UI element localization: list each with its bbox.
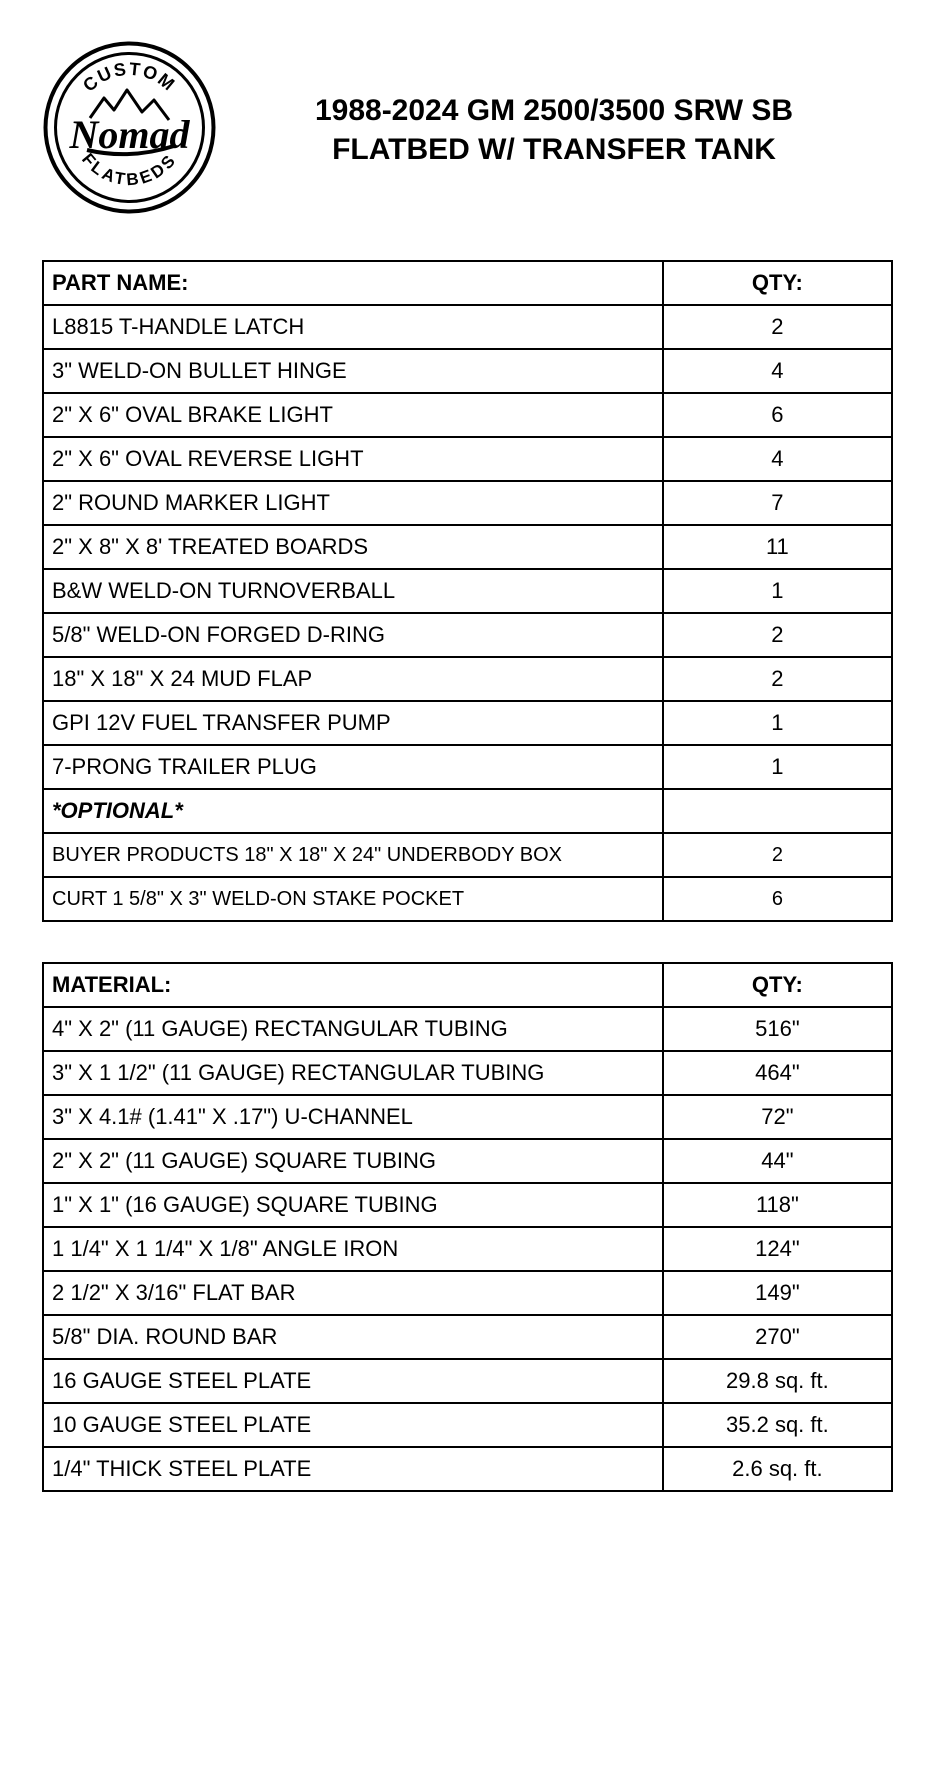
table-row: 2" X 2" (11 GAUGE) SQUARE TUBING44" <box>43 1139 892 1183</box>
svg-text:Nomad: Nomad <box>69 112 191 157</box>
part-name-cell: 3" WELD-ON BULLET HINGE <box>43 349 663 393</box>
table-row: 1" X 1" (16 GAUGE) SQUARE TUBING118" <box>43 1183 892 1227</box>
part-name-cell: BUYER PRODUCTS 18" X 18" X 24" UNDERBODY… <box>43 833 663 877</box>
material-qty-cell: 516" <box>663 1007 892 1051</box>
table-row: 2 1/2" X 3/16" FLAT BAR149" <box>43 1271 892 1315</box>
table-row: 18" X 18" X 24 MUD FLAP2 <box>43 657 892 701</box>
table-row: CURT 1 5/8" X 3" WELD-ON STAKE POCKET6 <box>43 877 892 921</box>
table-row: 1 1/4" X 1 1/4" X 1/8" ANGLE IRON124" <box>43 1227 892 1271</box>
part-name-cell: GPI 12V FUEL TRANSFER PUMP <box>43 701 663 745</box>
material-qty-cell: 149" <box>663 1271 892 1315</box>
material-name-cell: 2" X 2" (11 GAUGE) SQUARE TUBING <box>43 1139 663 1183</box>
table-row: 5/8" WELD-ON FORGED D-RING2 <box>43 613 892 657</box>
table-row: 2" X 8" X 8' TREATED BOARDS11 <box>43 525 892 569</box>
part-qty-cell: 6 <box>663 393 892 437</box>
part-qty-cell: 2 <box>663 613 892 657</box>
table-row: 2" X 6" OVAL REVERSE LIGHT4 <box>43 437 892 481</box>
part-qty-cell: 2 <box>663 657 892 701</box>
parts-header-qty: QTY: <box>663 261 892 305</box>
materials-table: MATERIAL: QTY: 4" X 2" (11 GAUGE) RECTAN… <box>42 962 893 1492</box>
material-qty-cell: 29.8 sq. ft. <box>663 1359 892 1403</box>
material-qty-cell: 72" <box>663 1095 892 1139</box>
part-qty-cell: 1 <box>663 701 892 745</box>
part-name-cell: CURT 1 5/8" X 3" WELD-ON STAKE POCKET <box>43 877 663 921</box>
part-qty-cell: 2 <box>663 305 892 349</box>
materials-table-header-row: MATERIAL: QTY: <box>43 963 892 1007</box>
part-qty-cell: 1 <box>663 745 892 789</box>
part-qty-cell: 4 <box>663 437 892 481</box>
page-title: 1988-2024 GM 2500/3500 SRW SB FLATBED W/… <box>245 91 893 169</box>
part-qty-cell: 1 <box>663 569 892 613</box>
table-row: 3" WELD-ON BULLET HINGE4 <box>43 349 892 393</box>
material-name-cell: 1" X 1" (16 GAUGE) SQUARE TUBING <box>43 1183 663 1227</box>
table-row: GPI 12V FUEL TRANSFER PUMP1 <box>43 701 892 745</box>
table-row: B&W WELD-ON TURNOVERBALL1 <box>43 569 892 613</box>
material-qty-cell: 2.6 sq. ft. <box>663 1447 892 1491</box>
material-name-cell: 16 GAUGE STEEL PLATE <box>43 1359 663 1403</box>
table-row: 2" ROUND MARKER LIGHT7 <box>43 481 892 525</box>
part-name-cell: 7-PRONG TRAILER PLUG <box>43 745 663 789</box>
material-qty-cell: 44" <box>663 1139 892 1183</box>
table-row: 2" X 6" OVAL BRAKE LIGHT6 <box>43 393 892 437</box>
material-name-cell: 1 1/4" X 1 1/4" X 1/8" ANGLE IRON <box>43 1227 663 1271</box>
part-name-cell: 2" X 8" X 8' TREATED BOARDS <box>43 525 663 569</box>
part-qty-cell: 4 <box>663 349 892 393</box>
table-row: 3" X 1 1/2" (11 GAUGE) RECTANGULAR TUBIN… <box>43 1051 892 1095</box>
part-qty-cell: 11 <box>663 525 892 569</box>
logo-svg: CUSTOM FLATBEDS Nomad <box>42 40 217 215</box>
part-name-cell: 2" X 6" OVAL REVERSE LIGHT <box>43 437 663 481</box>
materials-header-name: MATERIAL: <box>43 963 663 1007</box>
parts-table: PART NAME: QTY: L8815 T-HANDLE LATCH23" … <box>42 260 893 922</box>
table-row: L8815 T-HANDLE LATCH2 <box>43 305 892 349</box>
material-name-cell: 3" X 4.1# (1.41" X .17") U-CHANNEL <box>43 1095 663 1139</box>
table-row: 7-PRONG TRAILER PLUG1 <box>43 745 892 789</box>
material-name-cell: 2 1/2" X 3/16" FLAT BAR <box>43 1271 663 1315</box>
material-name-cell: 4" X 2" (11 GAUGE) RECTANGULAR TUBING <box>43 1007 663 1051</box>
material-name-cell: 10 GAUGE STEEL PLATE <box>43 1403 663 1447</box>
part-qty-cell: 6 <box>663 877 892 921</box>
logo: CUSTOM FLATBEDS Nomad <box>42 40 217 220</box>
table-row: 3" X 4.1# (1.41" X .17") U-CHANNEL72" <box>43 1095 892 1139</box>
material-name-cell: 5/8" DIA. ROUND BAR <box>43 1315 663 1359</box>
part-name-cell: 5/8" WELD-ON FORGED D-RING <box>43 613 663 657</box>
table-row: 1/4" THICK STEEL PLATE2.6 sq. ft. <box>43 1447 892 1491</box>
table-row: 16 GAUGE STEEL PLATE29.8 sq. ft. <box>43 1359 892 1403</box>
material-qty-cell: 464" <box>663 1051 892 1095</box>
material-qty-cell: 118" <box>663 1183 892 1227</box>
material-name-cell: 1/4" THICK STEEL PLATE <box>43 1447 663 1491</box>
part-qty-cell: 7 <box>663 481 892 525</box>
optional-header-row: *OPTIONAL* <box>43 789 892 833</box>
part-name-cell: 18" X 18" X 24 MUD FLAP <box>43 657 663 701</box>
part-name-cell: 2" X 6" OVAL BRAKE LIGHT <box>43 393 663 437</box>
table-row: 5/8" DIA. ROUND BAR270" <box>43 1315 892 1359</box>
table-row: 4" X 2" (11 GAUGE) RECTANGULAR TUBING516… <box>43 1007 892 1051</box>
part-qty-cell: 2 <box>663 833 892 877</box>
part-name-cell: 2" ROUND MARKER LIGHT <box>43 481 663 525</box>
optional-label-cell: *OPTIONAL* <box>43 789 663 833</box>
materials-header-qty: QTY: <box>663 963 892 1007</box>
material-qty-cell: 35.2 sq. ft. <box>663 1403 892 1447</box>
title-line-1: 1988-2024 GM 2500/3500 SRW SB <box>245 91 863 130</box>
table-row: BUYER PRODUCTS 18" X 18" X 24" UNDERBODY… <box>43 833 892 877</box>
parts-table-header-row: PART NAME: QTY: <box>43 261 892 305</box>
material-name-cell: 3" X 1 1/2" (11 GAUGE) RECTANGULAR TUBIN… <box>43 1051 663 1095</box>
table-row: 10 GAUGE STEEL PLATE35.2 sq. ft. <box>43 1403 892 1447</box>
part-name-cell: B&W WELD-ON TURNOVERBALL <box>43 569 663 613</box>
page-header: CUSTOM FLATBEDS Nomad 1988-2024 GM 2500/… <box>42 40 893 220</box>
optional-qty-empty-cell <box>663 789 892 833</box>
material-qty-cell: 270" <box>663 1315 892 1359</box>
material-qty-cell: 124" <box>663 1227 892 1271</box>
part-name-cell: L8815 T-HANDLE LATCH <box>43 305 663 349</box>
parts-header-name: PART NAME: <box>43 261 663 305</box>
title-line-2: FLATBED W/ TRANSFER TANK <box>245 130 863 169</box>
